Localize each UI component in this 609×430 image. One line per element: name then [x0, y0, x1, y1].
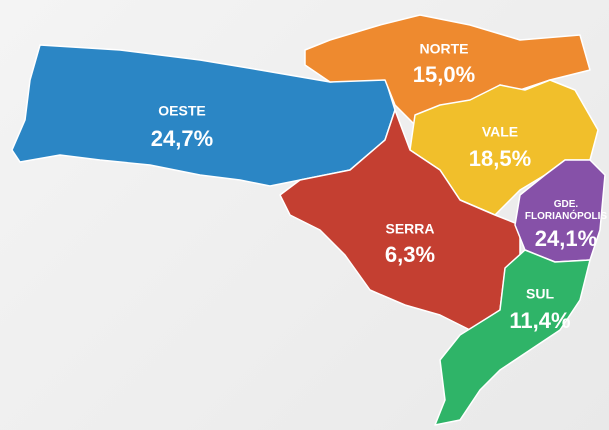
region-name: SUL: [526, 286, 554, 302]
region-value-label: 15,0%: [413, 62, 475, 87]
region: [514, 159, 606, 263]
region: [11, 44, 396, 187]
region-name: OESTE: [158, 103, 205, 119]
region-name: SERRA: [385, 221, 434, 237]
region: [434, 249, 591, 426]
region-value-label: 18,5%: [469, 146, 531, 171]
region-name: NORTE: [420, 41, 469, 57]
region-value-label: 6,3%: [385, 242, 435, 267]
region-value-label: 11,4%: [509, 308, 570, 333]
region-name: VALE: [482, 124, 518, 140]
region-value-label: 24,7%: [151, 126, 213, 151]
region-name: GDE. FLORIANÓPOLIS: [525, 199, 608, 222]
region-value-label: 24,1%: [535, 226, 597, 251]
